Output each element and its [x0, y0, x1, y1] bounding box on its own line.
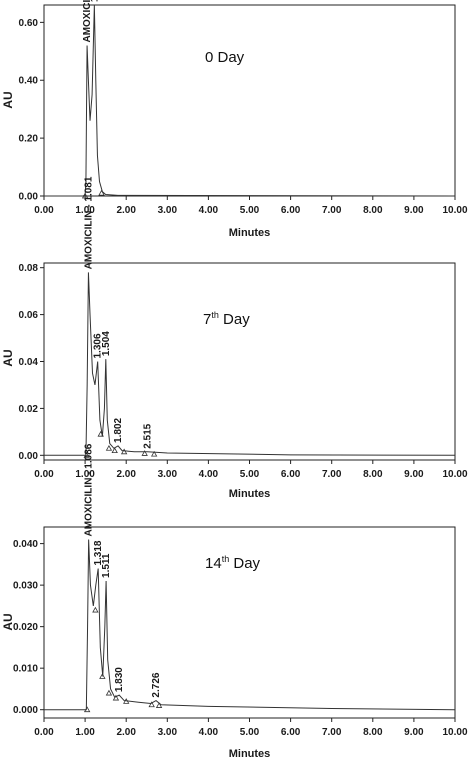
y-tick-label: 0.00: [19, 451, 39, 462]
integration-marker: [141, 450, 148, 456]
x-tick-label: 2.00: [116, 205, 136, 216]
x-axis-label: Minutes: [229, 748, 271, 760]
integration-marker: [83, 451, 90, 458]
integration-marker: [81, 192, 89, 199]
integration-marker: [92, 606, 99, 613]
x-tick-label: 3.00: [158, 727, 178, 738]
x-tick-label: 7.00: [322, 205, 342, 216]
panel-title: 0 Day: [205, 49, 245, 66]
x-tick-label: 8.00: [363, 205, 383, 216]
integration-marker: [105, 689, 113, 696]
chromatogram-trace: [44, 4, 456, 197]
peak-label: AMOXICILIN - 1.086: [84, 443, 95, 536]
peak-label: 1.306: [93, 333, 104, 358]
chromatogram-panel-1: 0.00 1.00 2.00 3.00 4.00 5.00 6.00 7.00 8.00 9.00…: [1, 176, 468, 500]
y-tick-label: 0.030: [13, 581, 38, 592]
y-tick-label: 0.010: [13, 664, 38, 675]
peak-label: 1.318: [93, 540, 104, 565]
y-tick-label: 0.40: [19, 76, 39, 87]
x-tick-label: 3.00: [158, 469, 178, 480]
y-tick-label: 0.04: [19, 357, 39, 368]
y-axis-label: AU: [1, 613, 15, 630]
chromatogram-panel-2: 0.00 1.00 2.00 3.00 4.00 5.00 6.00 7.00 8.00 9.00…: [1, 443, 468, 760]
x-tick-label: 10.00: [442, 205, 467, 216]
x-tick-label: 6.00: [281, 205, 301, 216]
integration-marker: [155, 702, 163, 708]
x-tick-label: 0.00: [34, 205, 54, 216]
x-tick-label: 1.00: [75, 727, 95, 738]
x-tick-label: 9.00: [404, 469, 424, 480]
integration-marker: [83, 706, 91, 713]
x-tick-label: 5.00: [240, 727, 260, 738]
y-tick-label: 0.020: [13, 622, 38, 633]
x-tick-label: 10.00: [442, 469, 467, 480]
chromatogram-trace: [44, 539, 456, 711]
x-tick-label: 6.00: [281, 469, 301, 480]
x-tick-label: 5.00: [240, 469, 260, 480]
x-tick-label: 9.00: [404, 205, 424, 216]
x-tick-label: 9.00: [404, 727, 424, 738]
peak-label: AMOXICILIN - 1.048: [82, 0, 93, 43]
y-axis-label: AU: [1, 91, 15, 108]
chromatogram-panel-0: 0.00 1.00 2.00 3.00 4.00 5.00 6.00 7.00 8.00 9.00…: [1, 0, 468, 239]
y-tick-label: 0.20: [19, 134, 39, 145]
x-tick-label: 4.00: [199, 205, 219, 216]
plot-frame: [43, 4, 456, 197]
integration-marker: [148, 701, 155, 708]
y-tick-label: 0.08: [19, 263, 39, 274]
x-tick-label: 4.00: [199, 727, 219, 738]
peak-label: 2.515: [142, 423, 153, 448]
chromatogram-trace: [44, 272, 456, 456]
integration-marker: [150, 450, 158, 457]
x-tick-label: 8.00: [363, 469, 383, 480]
x-tick-label: 10.00: [442, 727, 467, 738]
y-tick-label: 0.60: [19, 18, 39, 29]
peak-label: 1.511: [101, 553, 112, 578]
y-tick-label: 0.02: [19, 404, 39, 415]
integration-marker: [112, 694, 120, 701]
peak-label: 1.504: [101, 331, 112, 356]
integration-marker: [120, 448, 128, 455]
peak-label: 1.802: [113, 417, 124, 442]
integration-marker: [111, 447, 118, 454]
integration-marker: [98, 189, 105, 196]
x-tick-label: 1.00: [75, 469, 95, 480]
x-tick-label: 6.00: [281, 727, 301, 738]
x-tick-label: 7.00: [322, 727, 342, 738]
integration-marker: [97, 430, 104, 437]
x-tick-label: 2.00: [116, 727, 136, 738]
peak-label: AMOXICILIN - 1.081: [83, 176, 94, 269]
y-tick-label: 0.06: [19, 310, 39, 321]
x-tick-label: 3.00: [158, 205, 178, 216]
panel-title: 14th Day: [205, 554, 261, 572]
x-tick-label: 5.00: [240, 205, 260, 216]
x-tick-label: 7.00: [322, 469, 342, 480]
y-tick-label: 0.000: [13, 705, 38, 716]
panel-title: 7th Day: [203, 310, 250, 328]
x-tick-label: 4.00: [199, 469, 219, 480]
x-tick-label: 0.00: [34, 469, 54, 480]
y-tick-label: 0.00: [19, 192, 39, 203]
peak-label: 1.830: [114, 667, 125, 692]
integration-marker: [99, 673, 106, 679]
x-tick-label: 0.00: [34, 727, 54, 738]
y-axis-label: AU: [1, 349, 15, 366]
integration-marker: [105, 444, 113, 451]
peak-label: 1.225: [89, 0, 100, 2]
peak-label: 2.726: [151, 672, 162, 697]
y-tick-label: 0.040: [13, 539, 38, 550]
x-axis-label: Minutes: [229, 227, 271, 239]
x-tick-label: 1.00: [75, 205, 95, 216]
x-axis-label: Minutes: [229, 488, 271, 500]
integration-marker: [123, 698, 130, 704]
x-tick-label: 8.00: [363, 727, 383, 738]
x-tick-label: 2.00: [116, 469, 136, 480]
